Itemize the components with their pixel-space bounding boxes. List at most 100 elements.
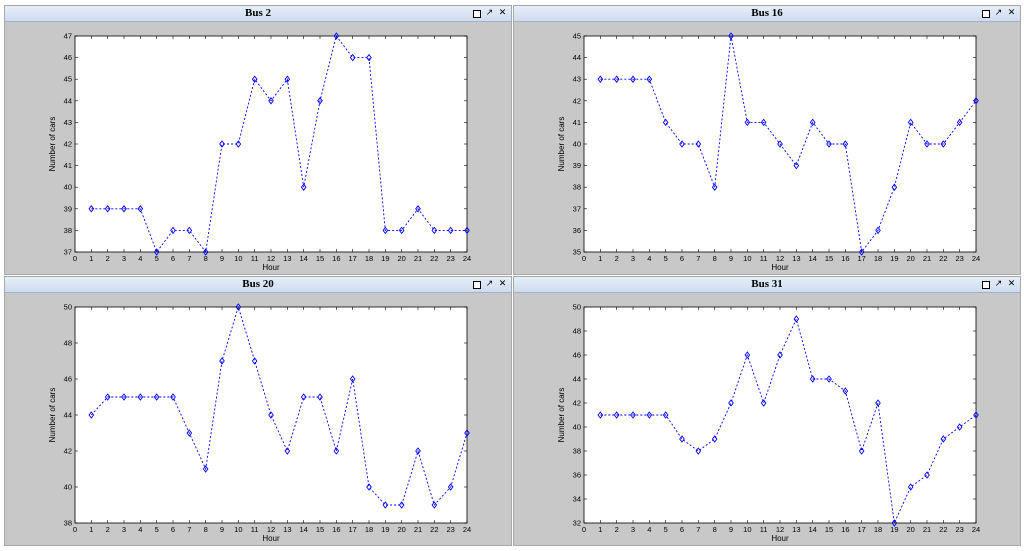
window-titlebar[interactable]: Bus 2 ↗ ✕ (5, 6, 511, 22)
x-tick-label: 7 (187, 525, 191, 534)
x-tick-label: 23 (446, 254, 454, 263)
restore-icon[interactable] (473, 280, 481, 289)
data-point (104, 205, 111, 213)
data-point (382, 501, 389, 509)
x-tick-label: 20 (906, 525, 914, 534)
x-tick-label: 10 (234, 254, 242, 263)
data-point (251, 75, 258, 83)
x-tick-label: 21 (923, 525, 931, 534)
y-tick-label: 39 (64, 204, 72, 213)
x-tick-label: 11 (251, 254, 259, 263)
restore-icon[interactable] (982, 280, 990, 289)
x-tick-label: 18 (365, 254, 373, 263)
x-tick-label: 3 (122, 525, 126, 534)
y-tick-label: 48 (573, 327, 581, 336)
data-point (202, 465, 209, 473)
data-point (956, 118, 963, 127)
x-tick-label: 0 (73, 254, 77, 263)
data-point (349, 53, 356, 62)
y-tick-label: 40 (573, 423, 581, 432)
x-tick-label: 11 (251, 525, 259, 534)
x-tick-label: 13 (792, 525, 800, 534)
x-tick-label: 8 (713, 525, 717, 534)
x-tick-label: 12 (776, 254, 784, 263)
x-tick-label: 18 (874, 525, 882, 534)
x-tick-label: 22 (939, 254, 947, 263)
x-tick-label: 9 (220, 525, 224, 534)
y-tick-label: 36 (573, 226, 581, 235)
data-point (597, 75, 604, 83)
close-icon[interactable]: ✕ (1007, 279, 1016, 289)
data-point (940, 140, 947, 148)
x-tick-label: 8 (204, 254, 208, 263)
x-tick-label: 24 (972, 525, 980, 534)
data-point (88, 411, 95, 419)
x-tick-label: 2 (106, 254, 110, 263)
close-icon[interactable]: ✕ (1007, 8, 1016, 18)
undock-arrow-icon[interactable]: ↗ (994, 279, 1003, 289)
data-point (398, 501, 405, 509)
y-axis-label: Number of cars (557, 388, 566, 443)
x-tick-label: 19 (381, 525, 389, 534)
data-point (646, 75, 653, 83)
y-tick-label: 47 (64, 32, 72, 41)
undock-arrow-icon[interactable]: ↗ (485, 8, 494, 18)
close-icon[interactable]: ✕ (498, 8, 507, 18)
data-point (597, 411, 604, 419)
data-point (137, 393, 144, 401)
data-point (235, 303, 242, 311)
y-tick-label: 37 (64, 248, 72, 257)
x-tick-label: 17 (857, 525, 865, 534)
restore-icon[interactable] (473, 9, 481, 18)
data-point (695, 447, 702, 455)
x-axis-label: Hour (262, 534, 280, 543)
x-tick-label: 16 (841, 254, 849, 263)
undock-arrow-icon[interactable]: ↗ (994, 8, 1003, 18)
x-tick-label: 9 (729, 254, 733, 263)
x-tick-label: 10 (234, 525, 242, 534)
x-tick-label: 3 (122, 254, 126, 263)
data-point (137, 205, 144, 213)
data-point (186, 429, 193, 437)
window-titlebar[interactable]: Bus 31 ↗ ✕ (514, 277, 1020, 293)
x-tick-label: 1 (598, 525, 602, 534)
x-axis-label: Hour (771, 534, 789, 543)
x-tick-label: 20 (397, 254, 405, 263)
x-tick-label: 22 (430, 254, 438, 263)
x-tick-label: 15 (316, 525, 324, 534)
x-tick-label: 4 (138, 525, 142, 534)
data-point (891, 183, 898, 191)
close-icon[interactable]: ✕ (498, 279, 507, 289)
x-tick-label: 0 (582, 525, 586, 534)
window-titlebar[interactable]: Bus 20 ↗ ✕ (5, 277, 511, 293)
window-title: Bus 2 (245, 7, 271, 19)
y-tick-label: 45 (573, 32, 581, 41)
data-point (711, 183, 718, 191)
data-point (613, 75, 620, 83)
y-tick-label: 42 (573, 96, 581, 105)
data-point (613, 411, 620, 419)
x-tick-label: 9 (220, 254, 224, 263)
data-point (447, 226, 454, 235)
data-point (153, 248, 160, 256)
x-tick-label: 1 (598, 254, 602, 263)
y-tick-label: 38 (573, 447, 581, 456)
data-point (366, 53, 372, 62)
y-tick-label: 40 (573, 140, 581, 149)
undock-arrow-icon[interactable]: ↗ (485, 279, 494, 289)
x-tick-label: 13 (283, 254, 291, 263)
data-point (630, 411, 636, 419)
x-tick-label: 12 (267, 525, 275, 534)
window-titlebar[interactable]: Bus 16 ↗ ✕ (514, 6, 1020, 22)
x-tick-label: 23 (955, 254, 963, 263)
figure-window: Bus 2 ↗ ✕ 0 1 2 3 4 5 6 7 8 9 10 11 12 13 14 15 16 17 18 19… (4, 5, 512, 275)
restore-icon[interactable] (982, 9, 990, 18)
data-point (695, 140, 702, 148)
x-tick-label: 16 (841, 525, 849, 534)
y-tick-label: 41 (64, 161, 72, 170)
data-point (973, 97, 979, 105)
x-tick-label: 2 (615, 525, 619, 534)
data-point (760, 118, 767, 127)
x-tick-label: 5 (155, 254, 159, 263)
data-point (777, 351, 783, 359)
